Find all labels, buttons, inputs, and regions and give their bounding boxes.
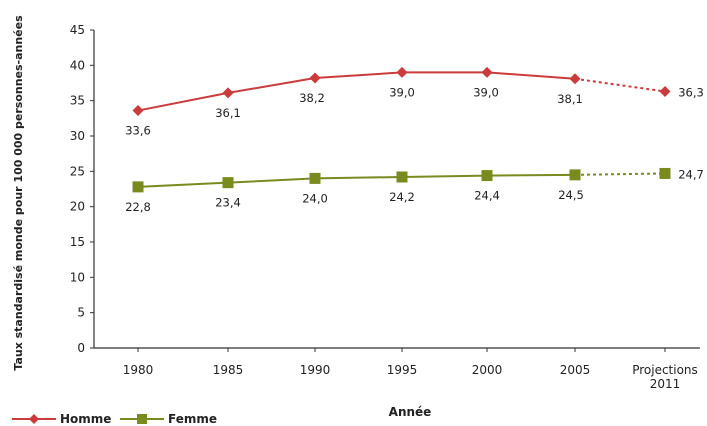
- data-point: [222, 177, 234, 189]
- series-projection-line-femme: [574, 172, 666, 176]
- y-tick-label: 35: [70, 94, 85, 108]
- data-label: 24,0: [302, 191, 328, 205]
- data-point: [569, 73, 581, 85]
- y-ticks: 0 5 10 15 20 25 30 35 40 45: [70, 23, 94, 355]
- data-label: 38,2: [299, 91, 325, 105]
- x-tick-label-line: Projections: [632, 363, 698, 377]
- data-label: 23,4: [215, 196, 241, 210]
- y-axis-title: Taux standardisé monde pour 100 000 pers…: [12, 15, 25, 371]
- y-tick-label: 45: [70, 23, 85, 37]
- data-label: 24,5: [558, 188, 584, 202]
- y-tick-label: 30: [70, 129, 85, 143]
- series-homme: 33,6 36,1 38,2 39,0 39,0 38,1 36,3: [125, 66, 704, 138]
- x-tick-label: 2000: [472, 363, 503, 377]
- data-label: 39,0: [389, 85, 415, 99]
- x-tick-label: 1995: [387, 363, 418, 377]
- data-label: 38,1: [557, 92, 583, 106]
- data-label: 39,0: [473, 85, 499, 99]
- series-projection-line-homme: [574, 77, 666, 93]
- data-label: 24,2: [389, 190, 415, 204]
- data-label: 24,4: [474, 189, 500, 203]
- legend: Homme Femme: [12, 412, 217, 426]
- y-tick-label: 10: [70, 270, 85, 284]
- data-point: [132, 181, 144, 193]
- x-tick-label: 2005: [560, 363, 591, 377]
- x-tick-label-line: 1985: [213, 363, 244, 377]
- x-tick-label-line: 1980: [123, 363, 154, 377]
- y-tick-label: 15: [70, 235, 85, 249]
- data-point: [132, 105, 144, 117]
- x-tick-label: 1985: [213, 363, 244, 377]
- x-tick-label: 1990: [300, 363, 331, 377]
- data-label: 24,7: [678, 167, 704, 181]
- legend-marker: [137, 414, 147, 424]
- legend-item-homme: Homme: [12, 412, 111, 426]
- data-point: [222, 87, 234, 99]
- legend-marker: [29, 414, 39, 424]
- data-point: [481, 66, 493, 78]
- data-point: [659, 85, 671, 97]
- data-label: 36,1: [215, 106, 241, 120]
- series-line-femme: [137, 173, 576, 188]
- x-tick-label-line: 2005: [560, 363, 591, 377]
- series-group: 33,6 36,1 38,2 39,0 39,0 38,1 36,3 22,8 23,4 24,0…: [125, 66, 704, 214]
- data-point: [309, 172, 321, 184]
- y-tick-label: 20: [70, 200, 85, 214]
- series-line-homme: [137, 71, 576, 112]
- x-tick-label-line: 1995: [387, 363, 418, 377]
- x-tick-label-line: 2011: [650, 377, 681, 391]
- x-tick-label-line: 1990: [300, 363, 331, 377]
- x-ticks: 1980 1985 1990 1995 2000 2005 Projections 2011: [123, 348, 698, 391]
- x-axis-title: Année: [389, 405, 432, 419]
- legend-item-femme: Femme: [120, 412, 217, 426]
- data-point: [396, 171, 408, 183]
- data-point: [569, 169, 581, 181]
- y-tick-label: 5: [77, 306, 85, 320]
- y-tick-label: 40: [70, 58, 85, 72]
- axes: [93, 30, 700, 349]
- x-tick-label: 1980: [123, 363, 154, 377]
- data-label: 36,3: [678, 85, 704, 99]
- x-tick-label-line: 2000: [472, 363, 503, 377]
- legend-label: Femme: [168, 412, 217, 426]
- data-label: 33,6: [125, 124, 151, 138]
- y-tick-label: 0: [77, 341, 85, 355]
- legend-label: Homme: [60, 412, 111, 426]
- data-point: [309, 72, 321, 84]
- data-label: 22,8: [125, 200, 151, 214]
- y-axis-title-group: Taux standardisé monde pour 100 000 pers…: [12, 15, 25, 371]
- data-point: [396, 66, 408, 78]
- series-femme: 22,8 23,4 24,0 24,2 24,4 24,5 24,7: [125, 167, 704, 213]
- data-point: [659, 167, 671, 179]
- data-point: [481, 170, 493, 182]
- x-tick-label: Projections 2011: [632, 363, 698, 391]
- y-tick-label: 25: [70, 164, 85, 178]
